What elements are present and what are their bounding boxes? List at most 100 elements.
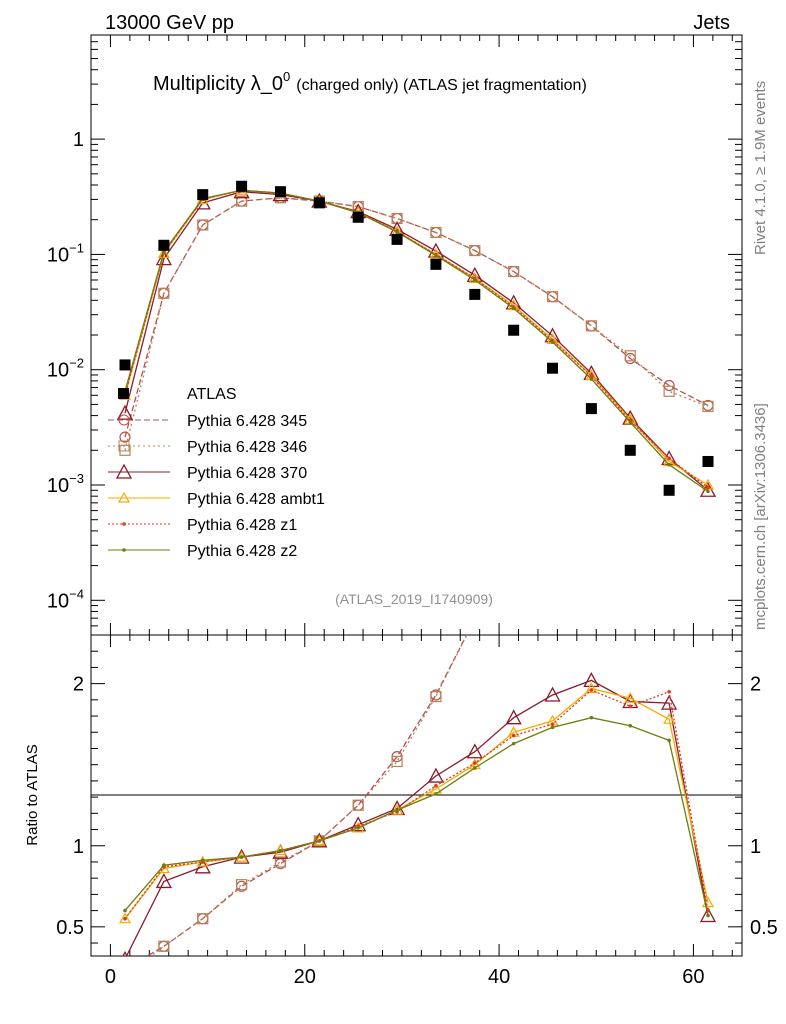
y-tick-exp: −2 bbox=[69, 356, 84, 371]
ratio-point bbox=[661, 694, 678, 710]
ratio-line bbox=[125, 679, 709, 956]
ratio-point bbox=[123, 908, 127, 913]
atlas-point bbox=[663, 484, 675, 496]
series-point bbox=[197, 219, 209, 231]
legend-label-346: Pythia 6.428 346 bbox=[187, 439, 307, 456]
ratio-point bbox=[118, 912, 132, 924]
ratio-point bbox=[663, 713, 676, 724]
series-point bbox=[550, 340, 555, 344]
ratio-y-tick-label: 1 bbox=[73, 836, 84, 858]
ratio-point bbox=[509, 484, 519, 494]
x-tick-label: 20 bbox=[294, 966, 316, 988]
atlas-point bbox=[430, 258, 442, 270]
ratio-point bbox=[585, 682, 598, 694]
ratio-point bbox=[352, 799, 364, 811]
series-point bbox=[663, 379, 675, 392]
series-point bbox=[667, 462, 671, 467]
x-tick-label: 40 bbox=[488, 966, 510, 988]
ratio-point bbox=[430, 691, 442, 703]
ratio-point bbox=[548, 322, 558, 332]
ratio-point bbox=[123, 916, 127, 921]
legend-label-ambt1: Pythia 6.428 ambt1 bbox=[187, 491, 325, 508]
ratio-line bbox=[149, 635, 468, 956]
series-point bbox=[589, 374, 594, 378]
ratio-point bbox=[120, 970, 130, 980]
legend-marker-z1 bbox=[122, 522, 126, 526]
ratio-y-tick-label-right: 2 bbox=[750, 674, 761, 696]
ratio-point bbox=[472, 766, 477, 770]
ratio-point bbox=[196, 855, 209, 867]
ratio-point bbox=[434, 783, 438, 788]
legend-item-370: Pythia 6.428 370 bbox=[108, 463, 307, 482]
y-tick-exp: −4 bbox=[69, 586, 84, 601]
ratio-point bbox=[628, 704, 633, 709]
atlas-point bbox=[158, 239, 170, 251]
ratio-point bbox=[356, 826, 361, 830]
ratio-series-3 bbox=[118, 682, 715, 924]
ratio-point bbox=[509, 484, 519, 494]
energy-label: 13000 GeV pp bbox=[105, 12, 234, 34]
legend-label-z2: Pythia 6.428 z2 bbox=[187, 543, 297, 560]
series-point bbox=[508, 265, 520, 278]
series-point bbox=[395, 230, 399, 234]
ratio-point bbox=[434, 792, 438, 796]
x-tick-labels: 0 20 40 60 bbox=[105, 966, 705, 988]
main-series-0 bbox=[119, 192, 714, 443]
ratio-point bbox=[589, 715, 594, 720]
ratio-point bbox=[586, 160, 596, 170]
atlas-data-points bbox=[119, 180, 714, 496]
ratio-point bbox=[236, 879, 248, 891]
atlas-point bbox=[391, 233, 403, 245]
ratio-point bbox=[586, 160, 596, 170]
mcplots-note: mcplots.cern.ch [arXiv:1306.3436] bbox=[752, 403, 769, 630]
ratio-axis-ticks: 0.5 0.5 1 1 2 2 bbox=[56, 635, 778, 956]
ratio-point bbox=[624, 691, 637, 703]
legend-item-ambt1: Pythia 6.428 ambt1 bbox=[108, 491, 325, 508]
ratio-series-5 bbox=[123, 715, 710, 918]
ratio-point bbox=[667, 738, 671, 743]
series-point bbox=[628, 420, 633, 425]
ratio-point bbox=[395, 808, 399, 812]
ratio-point bbox=[470, 614, 480, 624]
y-tick-base: 10 bbox=[47, 475, 69, 497]
ratio-point bbox=[470, 614, 480, 624]
series-point bbox=[155, 250, 172, 266]
series-point bbox=[157, 247, 170, 259]
ratio-series-1 bbox=[120, 160, 596, 980]
series-line bbox=[124, 197, 709, 438]
ratio-point bbox=[162, 863, 166, 868]
rivet-note: Rivet 4.1.0, ≥ 1.9M events bbox=[752, 81, 769, 255]
ratio-point bbox=[583, 672, 600, 688]
ratio-point bbox=[391, 755, 403, 768]
ratio-point bbox=[466, 743, 483, 759]
series-point bbox=[430, 226, 442, 239]
y-tick-label: 10−4 bbox=[47, 586, 84, 612]
ratio-point bbox=[274, 856, 287, 868]
series-point bbox=[702, 400, 714, 413]
ratio-point bbox=[628, 723, 633, 728]
series-point bbox=[706, 485, 710, 490]
y-tick-exp: −1 bbox=[69, 240, 84, 255]
series-point bbox=[116, 404, 134, 420]
ratio-point bbox=[589, 688, 594, 692]
ratio-point bbox=[703, 500, 713, 510]
ratio-line bbox=[124, 689, 709, 920]
series-point bbox=[663, 385, 675, 397]
atlas-point bbox=[624, 444, 636, 456]
ratio-point bbox=[511, 733, 516, 738]
legend-label-atlas: ATLAS bbox=[187, 386, 237, 403]
legend-label-370: Pythia 6.428 370 bbox=[187, 465, 307, 482]
legend-marker-346 bbox=[118, 440, 130, 452]
series-point bbox=[158, 287, 170, 299]
ratio-point bbox=[317, 839, 322, 843]
ratio-point bbox=[350, 816, 367, 832]
ratio-y-tick-label: 0.5 bbox=[56, 917, 84, 939]
ratio-point bbox=[352, 799, 364, 811]
title-subtitle: (charged only) (ATLAS jet fragmentation) bbox=[296, 77, 587, 94]
series-point bbox=[434, 253, 438, 258]
series-point bbox=[706, 489, 710, 494]
series-line bbox=[124, 191, 709, 491]
y-tick-base: 10 bbox=[47, 360, 69, 382]
legend: ATLAS Pythia 6.428 345 Pythia 6.428 346 … bbox=[108, 386, 325, 560]
series-point bbox=[624, 350, 636, 362]
